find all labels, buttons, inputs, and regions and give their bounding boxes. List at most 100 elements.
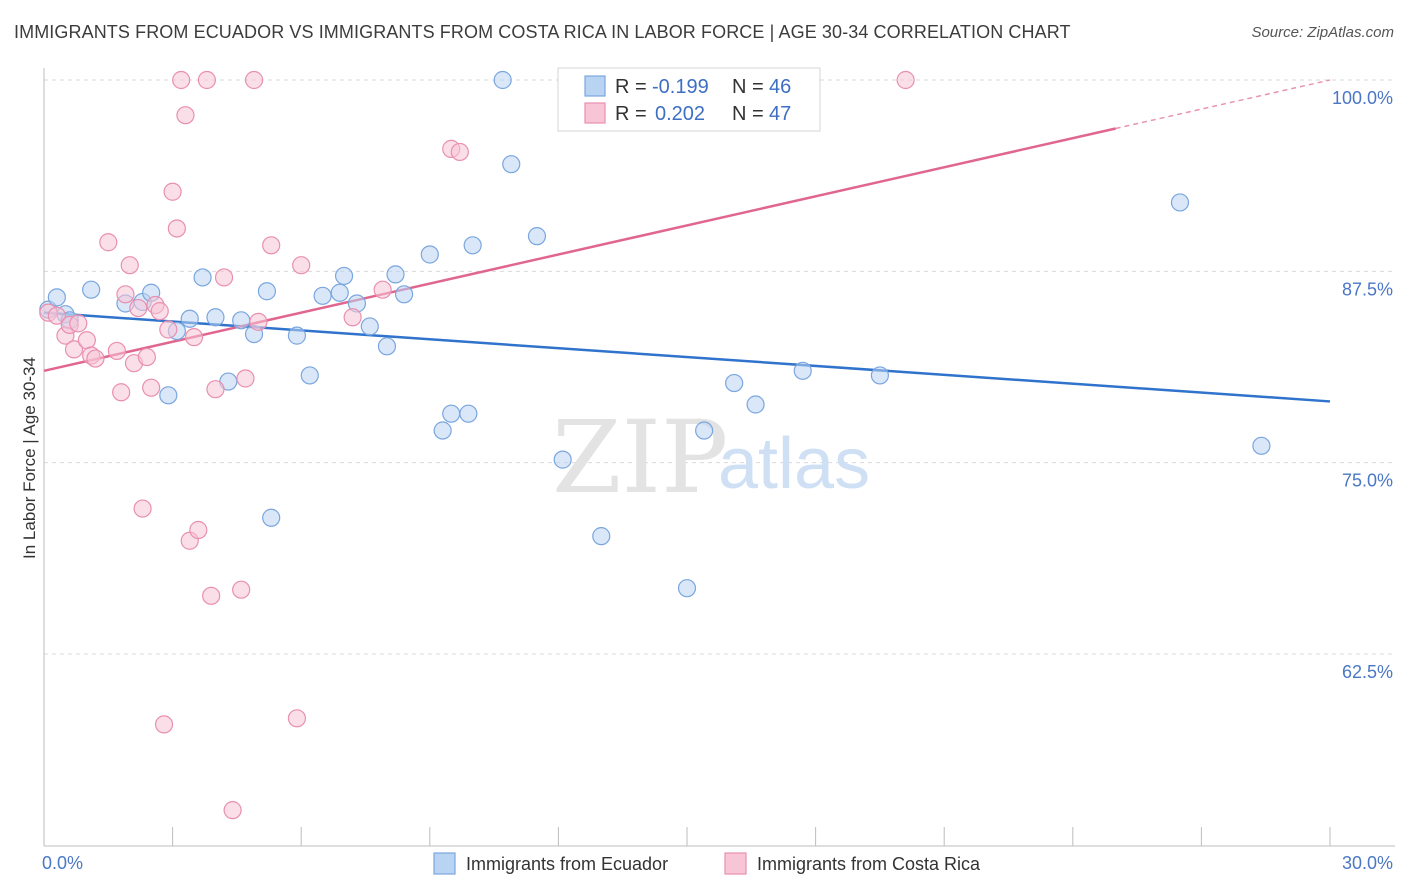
costarica-point: [249, 312, 268, 331]
costarica-point: [236, 369, 255, 388]
costarica-point: [167, 219, 186, 238]
costarica-point: [214, 268, 234, 287]
ecuador-point: [206, 308, 225, 327]
y-tick-label: 87.5%: [1342, 279, 1393, 299]
ecuador-point: [313, 286, 332, 305]
costarica-point: [232, 580, 251, 599]
ecuador-point: [433, 421, 452, 440]
x-tick-label: 0.0%: [42, 853, 83, 873]
ecuador-point: [870, 366, 890, 385]
ecuador-point: [360, 317, 379, 336]
costarica-point: [112, 383, 131, 402]
ecuador-point: [330, 283, 349, 302]
ecuador-point: [262, 508, 281, 527]
ecuador-point: [463, 236, 482, 255]
ecuador-point: [47, 288, 66, 307]
ecuador-n-value: 46: [769, 76, 791, 98]
ecuador-point: [232, 311, 251, 330]
grid-layer: [44, 79, 1395, 655]
costarica-point: [137, 347, 156, 367]
ecuador-point: [459, 404, 478, 423]
costarica-r-value: 0.202: [655, 103, 705, 125]
points-layer: [39, 70, 1271, 820]
costarica-point: [223, 801, 242, 820]
y-axis-title: In Labor Force | Age 30-34: [20, 357, 39, 559]
ecuador-point: [592, 527, 611, 546]
ecuador-point: [1170, 193, 1190, 212]
watermark-zip: ZIP: [552, 399, 728, 516]
ecuador-point: [287, 326, 307, 345]
costarica-trend-extension: [1115, 79, 1331, 130]
source-note: Source: ZipAtlas.com: [1251, 24, 1394, 41]
watermark-atlas: atlas: [718, 424, 870, 504]
costarica-n-label: N =: [732, 103, 764, 125]
ecuador-point: [442, 404, 461, 423]
ecuador-point: [793, 361, 812, 380]
costarica-point: [262, 236, 281, 255]
costarica-point: [206, 380, 225, 399]
costarica-point: [244, 70, 264, 90]
costarica-point: [163, 182, 182, 201]
costarica-point: [116, 285, 135, 304]
costarica-point: [142, 378, 161, 397]
costarica-point: [120, 256, 139, 275]
ecuador-point: [377, 337, 397, 356]
costarica-stats-swatch: [584, 102, 606, 124]
costarica-point: [189, 520, 208, 540]
costarica-point: [287, 709, 307, 728]
y-tick-label: 75.0%: [1342, 471, 1393, 491]
ecuador-point: [502, 155, 521, 174]
costarica-point: [133, 499, 152, 518]
legend-ecuador-swatch: [433, 852, 456, 875]
costarica-point: [150, 302, 169, 321]
ecuador-point: [334, 266, 354, 286]
y-tick-label: 100.0%: [1332, 88, 1393, 108]
costarica-point: [896, 70, 915, 90]
costarica-point: [107, 341, 126, 361]
costarica-point: [184, 328, 204, 347]
ecuador-point: [394, 285, 414, 304]
ecuador-point: [725, 373, 744, 393]
costarica-point: [292, 256, 311, 275]
ecuador-point: [677, 579, 697, 598]
ecuador-point: [300, 366, 319, 385]
costarica-trend-line: [43, 127, 1116, 373]
costarica-point: [373, 280, 392, 299]
ecuador-point: [180, 309, 199, 328]
ecuador-point: [193, 268, 212, 287]
costarica-point: [129, 298, 148, 318]
ecuador-point: [527, 227, 547, 246]
costarica-point: [450, 142, 469, 162]
x-tick-label: 30.0%: [1342, 853, 1393, 873]
costarica-point: [176, 106, 195, 125]
ecuador-r-value: -0.199: [652, 76, 709, 98]
axis-layer: 62.5% 75.0% 87.5% 100.0% 0.0% 30.0%: [42, 68, 1395, 873]
ecuador-point: [159, 386, 178, 405]
costarica-point: [99, 233, 118, 252]
ecuador-point: [1252, 436, 1271, 455]
costarica-point: [47, 306, 66, 325]
legend-costarica-label: Immigrants from Costa Rica: [757, 854, 981, 874]
costarica-point: [159, 320, 178, 339]
ecuador-point: [257, 282, 277, 301]
ecuador-stats-swatch: [584, 75, 606, 97]
costarica-point: [154, 715, 174, 734]
costarica-point: [343, 308, 362, 327]
costarica-n-value: 47: [769, 103, 791, 125]
stats-box: R = -0.199 N = 46 R = 0.202 N = 47: [557, 67, 821, 132]
ecuador-n-label: N =: [732, 76, 764, 98]
ecuador-point: [82, 280, 101, 299]
ecuador-point: [420, 245, 439, 264]
ecuador-point: [386, 265, 405, 284]
ecuador-point: [553, 450, 572, 469]
legend: Immigrants from Ecuador Immigrants from …: [433, 852, 981, 875]
costarica-point: [77, 331, 96, 350]
costarica-point: [197, 70, 216, 90]
costarica-point: [86, 349, 105, 368]
costarica-r-label: R =: [615, 103, 647, 125]
ecuador-r-label: R =: [615, 76, 647, 98]
costarica-point: [64, 340, 84, 359]
costarica-point: [69, 314, 88, 333]
ecuador-point: [493, 70, 512, 90]
